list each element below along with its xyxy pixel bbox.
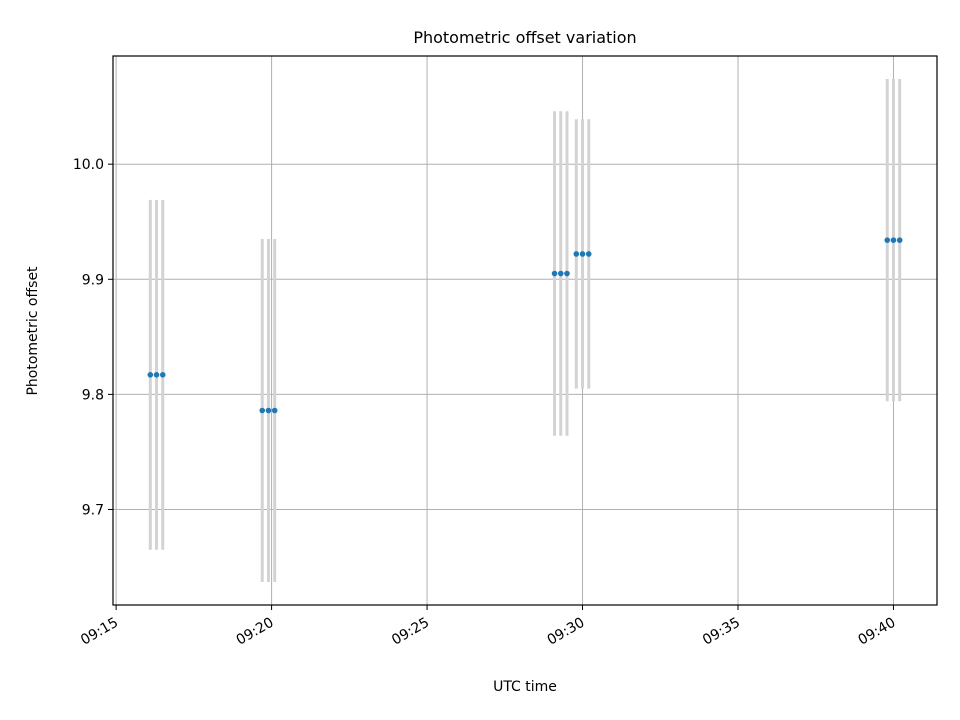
- data-point: [573, 251, 580, 257]
- x-tick-label: 09:25: [389, 615, 432, 649]
- x-tick-label: 09:30: [545, 615, 588, 649]
- chart-title: Photometric offset variation: [413, 28, 636, 47]
- x-tick-label: 09:35: [700, 615, 743, 649]
- data-point: [896, 237, 903, 243]
- data-point: [884, 237, 891, 243]
- data-point: [147, 372, 154, 378]
- data-point: [579, 251, 586, 257]
- data-point: [271, 407, 278, 414]
- y-tick-label: 10.0: [73, 157, 104, 173]
- data-point: [265, 407, 272, 414]
- x-tick-label: 09:15: [78, 615, 121, 649]
- y-tick-label: 9.8: [82, 387, 104, 403]
- x-tick-label: 09:40: [856, 615, 899, 649]
- grid-lines: [113, 56, 937, 605]
- y-tick-label: 9.7: [82, 502, 104, 518]
- x-axis-label: UTC time: [493, 679, 557, 695]
- y-ticks: 9.7 9.8 9.9 10.0: [73, 157, 113, 518]
- data-point: [890, 237, 897, 243]
- x-tick-label: 09:20: [234, 615, 277, 649]
- data-point: [564, 270, 570, 277]
- data-point: [585, 251, 592, 257]
- error-bars: [148, 79, 902, 582]
- x-ticks: 09:15 09:20 09:25 09:30 09:35 09:40: [78, 605, 898, 649]
- data-points: [147, 237, 903, 414]
- data-point: [159, 372, 166, 378]
- y-axis-label: Photometric offset: [25, 266, 41, 396]
- plot-frame: [112, 55, 938, 606]
- data-point: [259, 407, 266, 414]
- data-point: [153, 372, 160, 378]
- y-tick-label: 9.9: [82, 272, 104, 288]
- data-point: [557, 270, 564, 277]
- data-point: [551, 270, 558, 277]
